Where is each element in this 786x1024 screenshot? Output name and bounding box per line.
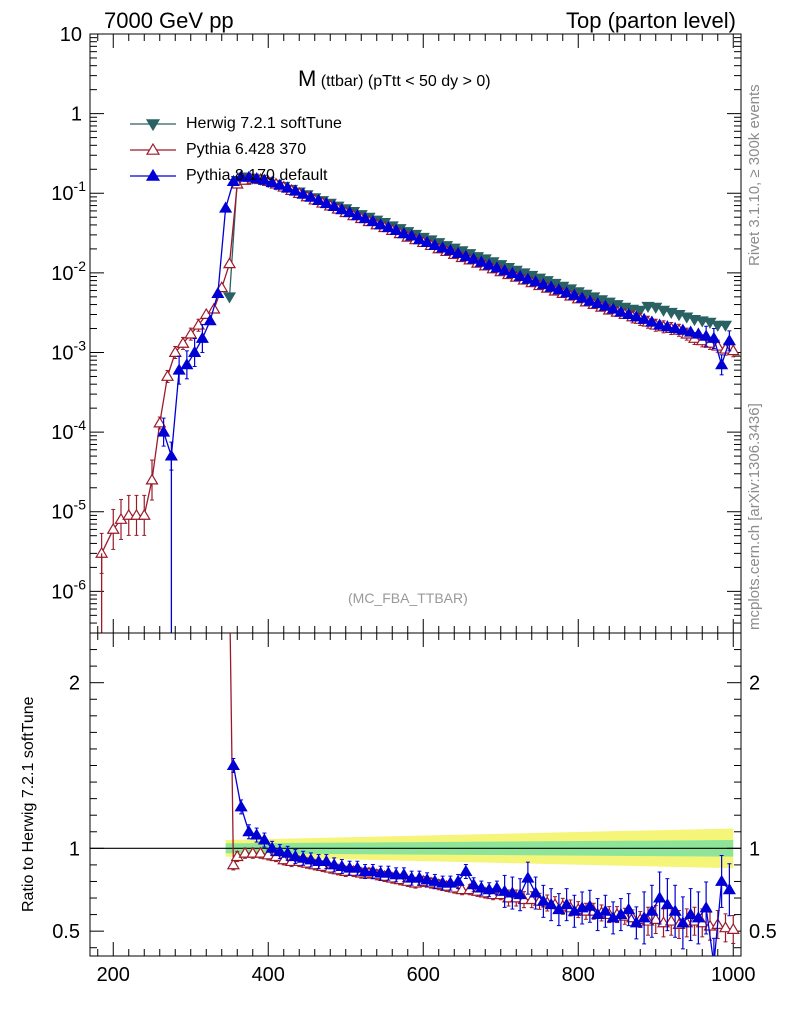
header-left-label: 7000 GeV pp xyxy=(104,8,234,34)
herwig-point xyxy=(720,321,731,330)
y-tick-label-text: 10-6 xyxy=(51,576,86,603)
ratio-pythia8-point xyxy=(654,893,665,902)
pythia8-point xyxy=(724,335,735,344)
pythia8-point xyxy=(220,203,231,212)
y-tick-label: 10-1 xyxy=(51,178,86,205)
plot-title: M (ttbar) (pTtt < 50 dy > 0) xyxy=(298,66,491,92)
pythia6-point xyxy=(162,371,173,380)
pythia8-point xyxy=(181,359,192,368)
legend-label-pythia6: Pythia 6.428 370 xyxy=(186,141,306,159)
legend-marker xyxy=(147,120,159,130)
y-tick-label-text: 10-1 xyxy=(51,178,86,205)
y-tick-label-text: 1 xyxy=(71,104,82,126)
ratio-pythia8-point xyxy=(236,801,247,810)
legend-label-pythia8: Pythia 8.170 default xyxy=(186,167,327,185)
y-tick-label: 10-3 xyxy=(51,337,86,364)
header-right-label: Top (parton level) xyxy=(566,8,736,34)
y-tick-label-text: 10-3 xyxy=(51,337,86,364)
ratio-pythia8-point xyxy=(228,760,239,769)
ratio-y-tick-label-right: 2 xyxy=(749,673,760,695)
analysis-label: (MC_FBA_TTBAR) xyxy=(348,590,468,606)
ratio-frame xyxy=(90,633,741,956)
legend-marker xyxy=(147,170,159,180)
mcplots-label: mcplots.cern.ch [arXiv:1306.3436] xyxy=(746,403,763,630)
ratio-pythia8-point xyxy=(716,876,727,885)
x-tick-label: 1000 xyxy=(711,964,756,986)
ratio-y-tick-label: 0.5 xyxy=(52,921,80,943)
legend-entry-2 xyxy=(130,170,176,180)
pythia8-series xyxy=(158,171,735,470)
y-tick-label-text: 10-4 xyxy=(51,417,86,444)
pythia8-point xyxy=(197,333,208,342)
pythia6-point xyxy=(139,510,150,519)
ratio-y-tick-label-right: 1 xyxy=(749,838,760,860)
x-tick-label: 400 xyxy=(252,964,285,986)
y-tick-label: 10-2 xyxy=(51,258,86,285)
ratio-pythia8-point xyxy=(701,902,712,911)
x-tick-label: 200 xyxy=(97,964,130,986)
ratio-panel: 0.5 0.5 1 1 2 2 200 400 600 800 1000 xyxy=(52,578,777,990)
ratio-y-axis-label: Ratio to Herwig 7.2.1 softTune xyxy=(20,696,38,912)
x-tick-label: 800 xyxy=(562,964,595,986)
pythia6-point xyxy=(147,475,158,484)
pythia6-point xyxy=(224,258,235,267)
y-tick-label-text: 10-2 xyxy=(51,258,86,285)
rivet-version-label: Rivet 3.1.10, ≥ 300k events xyxy=(746,84,763,266)
legend-entry-0 xyxy=(130,120,176,130)
main-panel: 10-6 10-5 10-4 10-3 10-2 10-1 1 10 xyxy=(51,24,741,633)
y-tick-label: 10-5 xyxy=(51,497,86,524)
ratio-y-tick-label-right: 0.5 xyxy=(749,921,777,943)
y-tick-label-text: 10 xyxy=(60,24,82,46)
legend-entry-1 xyxy=(130,144,176,154)
pythia8-point xyxy=(189,347,200,356)
legend-marker xyxy=(147,144,159,154)
plot-title-main: M xyxy=(298,66,316,91)
herwig-point xyxy=(224,293,235,302)
ratio-y-tick-label: 1 xyxy=(69,838,80,860)
legend-label-herwig: Herwig 7.2.1 softTune xyxy=(186,115,342,133)
x-tick-label: 600 xyxy=(407,964,440,986)
y-tick-label: 10-6 xyxy=(51,576,86,603)
ratio-y-tick-label: 2 xyxy=(69,673,80,695)
plot-title-sub: (ttbar) (pTtt < 50 dy > 0) xyxy=(321,73,491,90)
y-tick-label: 10 xyxy=(60,24,82,46)
ratio-pythia6-line xyxy=(230,583,734,929)
y-tick-label: 10-4 xyxy=(51,417,86,444)
ratio-pythia6-point xyxy=(224,578,235,587)
ratio-pythia8-point xyxy=(491,883,502,892)
ratio-pythia8-point xyxy=(522,873,533,882)
y-tick-label-text: 10-5 xyxy=(51,497,86,524)
y-tick-label: 1 xyxy=(71,104,82,126)
ratio-pythia8-point xyxy=(460,866,471,875)
pythia8-point xyxy=(716,359,727,368)
chart-canvas: 10-6 10-5 10-4 10-3 10-2 10-1 1 10 0.5 0.5 1 1 2 2 20… xyxy=(0,0,786,1024)
ratio-pythia8-point xyxy=(243,826,254,835)
